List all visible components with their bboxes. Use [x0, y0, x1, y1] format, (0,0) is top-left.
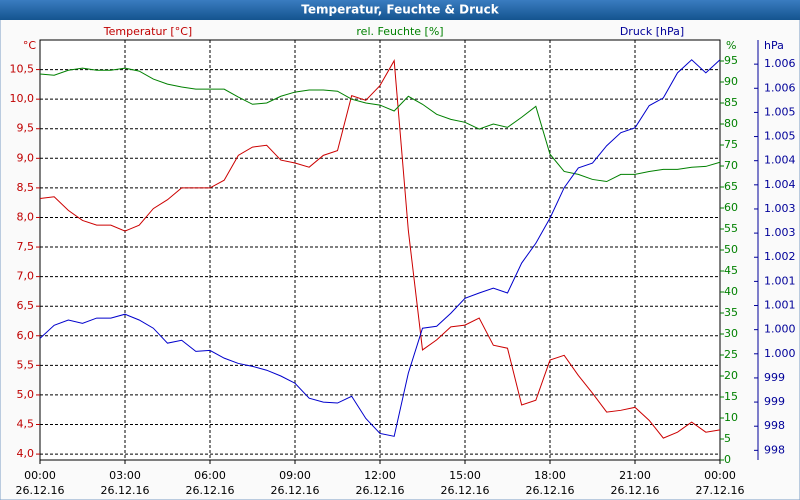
y-tick-label: 1.005 — [764, 130, 796, 143]
y-tick-label: 15 — [724, 390, 738, 403]
y-tick-label: 1.000 — [764, 347, 796, 360]
y-unit: °C — [23, 39, 37, 52]
x-tick-date: 26.12.16 — [526, 484, 575, 497]
y-tick-label: 5,5 — [17, 358, 35, 371]
y-tick-label: 10,0 — [10, 92, 35, 105]
chart-title: Temperatur, Feuchte & Druck — [301, 3, 499, 17]
y-tick-label: 1.005 — [764, 105, 796, 118]
x-tick-date: 26.12.16 — [186, 484, 235, 497]
x-tick-date: 26.12.16 — [101, 484, 150, 497]
y-tick-label: 65 — [724, 180, 738, 193]
y-tick-label: 5 — [724, 432, 731, 445]
y-tick-label: 1.006 — [764, 81, 796, 94]
y-tick-label: 8,5 — [17, 181, 35, 194]
x-tick-date: 26.12.16 — [16, 484, 65, 497]
y2-axis-label: rel. Feuchte [%] — [356, 25, 443, 38]
y-tick-label: 25 — [724, 348, 738, 361]
x-tick-date: 26.12.16 — [356, 484, 405, 497]
line-series — [39, 59, 721, 437]
y-tick-label: 1.001 — [764, 274, 796, 287]
x-tick-label: 12:00 — [364, 469, 396, 482]
y-tick-label: 1.004 — [764, 178, 796, 191]
y-tick-label: 6,5 — [17, 299, 35, 312]
y-tick-label: 90 — [724, 75, 738, 88]
y-tick-label: 60 — [724, 201, 738, 214]
y-tick-label: 4,5 — [17, 418, 35, 431]
y-tick-label: 10,5 — [10, 63, 35, 76]
x-tick-label: 03:00 — [109, 469, 141, 482]
y-tick-label: 70 — [724, 159, 738, 172]
y2-unit: % — [726, 39, 736, 52]
y-tick-label: 4,0 — [17, 447, 35, 460]
x-tick-label: 18:00 — [534, 469, 566, 482]
x-tick-date: 26.12.16 — [611, 484, 660, 497]
x-tick-label: 00:00 — [704, 469, 736, 482]
y-tick-label: 998 — [764, 419, 785, 432]
x-tick-date: 26.12.16 — [271, 484, 320, 497]
y-tick-label: 35 — [724, 306, 738, 319]
y-tick-label: 7,0 — [17, 270, 35, 283]
y-tick-label: 50 — [724, 243, 738, 256]
y3-axis-label: Druck [hPa] — [620, 25, 684, 38]
y-tick-label: 75 — [724, 138, 738, 151]
y-tick-label: 85 — [724, 96, 738, 109]
y3-unit: hPa — [764, 39, 784, 52]
y-tick-label: 1.000 — [764, 323, 796, 336]
y-tick-label: 1.003 — [764, 226, 796, 239]
x-tick-label: 09:00 — [279, 469, 311, 482]
x-tick-label: 06:00 — [194, 469, 226, 482]
y-tick-label: 1.004 — [764, 154, 796, 167]
line-series — [39, 67, 721, 183]
y-tick-label: 80 — [724, 117, 738, 130]
y-tick-label: 1.006 — [764, 57, 796, 70]
title-bar — [0, 0, 800, 20]
y-tick-label: 10 — [724, 411, 738, 424]
x-tick-date: 26.12.16 — [441, 484, 490, 497]
y-tick-label: 30 — [724, 327, 738, 340]
y-tick-label: 9,5 — [17, 122, 35, 135]
y-tick-label: 0 — [724, 453, 731, 466]
y-tick-label: 45 — [724, 264, 738, 277]
y-tick-label: 999 — [764, 371, 785, 384]
x-tick-label: 21:00 — [619, 469, 651, 482]
y-tick-label: 1.001 — [764, 299, 796, 312]
y-tick-label: 20 — [724, 369, 738, 382]
x-tick-date: 27.12.16 — [696, 484, 745, 497]
y-tick-label: 1.003 — [764, 202, 796, 215]
y-tick-label: 95 — [724, 54, 738, 67]
y-tick-label: 40 — [724, 285, 738, 298]
x-tick-label: 15:00 — [449, 469, 481, 482]
y-tick-label: 998 — [764, 443, 785, 456]
y-tick-label: 8,0 — [17, 210, 35, 223]
y-tick-label: 55 — [724, 222, 738, 235]
y-tick-label: 5,0 — [17, 388, 35, 401]
line-series — [39, 59, 721, 439]
y-tick-label: 1.002 — [764, 250, 796, 263]
y-tick-label: 9,0 — [17, 151, 35, 164]
y-axis-label: Temperatur [°C] — [103, 25, 192, 38]
y-tick-label: 999 — [764, 395, 785, 408]
x-tick-label: 00:00 — [24, 469, 56, 482]
y-tick-label: 7,5 — [17, 240, 35, 253]
y-tick-label: 6,0 — [17, 329, 35, 342]
